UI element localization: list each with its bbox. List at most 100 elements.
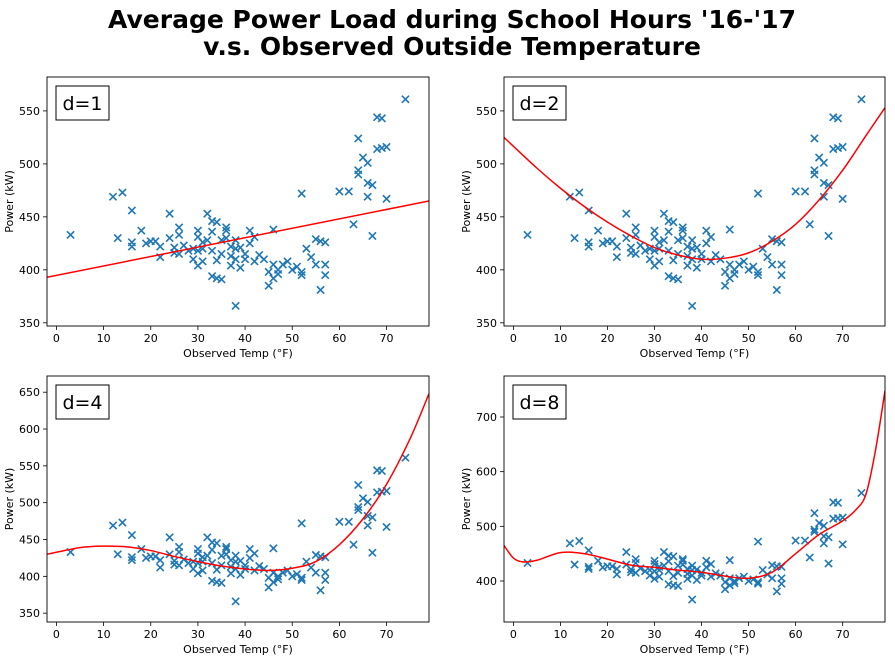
data-point: [231, 564, 240, 574]
data-point: [231, 301, 240, 311]
panel-label-box: [55, 85, 110, 121]
x-tick-label: 70: [836, 332, 850, 345]
data-point: [207, 576, 217, 585]
data-point: [824, 231, 833, 241]
data-point: [833, 114, 843, 123]
x-tick-label: 60: [789, 332, 803, 345]
data-point: [622, 209, 631, 218]
data-point: [824, 533, 833, 542]
data-point: [687, 595, 697, 604]
data-point: [565, 539, 575, 548]
y-tick-label: 400: [476, 575, 497, 588]
data-point: [259, 564, 269, 574]
x-tick-label: 10: [553, 332, 567, 345]
data-point: [753, 189, 763, 198]
data-point: [706, 232, 716, 242]
x-tick-label: 50: [742, 332, 756, 345]
data-point: [767, 260, 777, 269]
data-point: [273, 575, 283, 584]
x-tick-label: 20: [144, 628, 158, 641]
data-point: [363, 158, 372, 167]
data-point: [203, 236, 212, 245]
data-point: [316, 285, 325, 295]
data-point: [659, 236, 669, 245]
data-point: [217, 551, 226, 560]
figure-title-line-2: v.s. Observed Outside Temperature: [203, 32, 701, 61]
data-point: [650, 574, 659, 583]
data-point: [720, 281, 730, 290]
panel-label: d=1: [62, 93, 102, 115]
y-tick-label: 550: [19, 105, 40, 118]
data-point: [118, 188, 127, 197]
data-point: [198, 238, 207, 247]
data-point: [297, 267, 306, 277]
data-point: [368, 180, 377, 190]
data-point: [321, 568, 330, 577]
x-tick-label: 50: [285, 628, 299, 641]
data-point: [363, 521, 372, 530]
data-point: [702, 226, 711, 235]
data-point: [141, 239, 151, 248]
data-point: [791, 187, 800, 196]
x-tick-label: 40: [238, 628, 252, 641]
fit-curve: [47, 200, 429, 278]
y-tick-label: 700: [476, 411, 497, 424]
data-point: [207, 246, 217, 255]
data-point: [217, 249, 226, 259]
data-point: [207, 545, 217, 554]
x-tick-label: 60: [332, 628, 346, 641]
data-point: [226, 261, 236, 270]
data-point: [108, 192, 118, 201]
data-point: [810, 170, 819, 179]
data-point: [193, 544, 203, 554]
y-tick-label: 350: [19, 317, 40, 330]
data-point: [321, 575, 330, 585]
data-point: [137, 226, 146, 235]
data-point: [141, 553, 151, 563]
data-point: [354, 480, 363, 490]
data-point: [283, 257, 292, 266]
data-point: [349, 220, 358, 229]
data-point: [730, 269, 739, 279]
data-point: [819, 158, 829, 167]
panel-label: d=8: [519, 392, 559, 414]
data-point: [730, 576, 739, 586]
y-tick-label: 450: [19, 211, 40, 224]
data-point: [655, 238, 664, 247]
scatter-series: [66, 95, 410, 311]
x-tick-label: 70: [380, 332, 394, 345]
data-point: [584, 242, 593, 251]
panel-label: d=4: [62, 392, 102, 414]
data-point: [838, 194, 847, 204]
data-point: [311, 568, 320, 577]
data-point: [259, 255, 269, 264]
data-point: [288, 265, 297, 275]
data-point: [659, 209, 669, 218]
data-point: [575, 188, 584, 197]
data-point: [814, 518, 824, 528]
data-point: [673, 581, 683, 591]
data-point: [273, 269, 283, 279]
data-point: [678, 554, 687, 564]
x-tick-label: 30: [191, 332, 205, 345]
data-point: [203, 551, 212, 560]
data-point: [570, 560, 579, 569]
axes-frame: [46, 375, 430, 623]
data-point: [349, 540, 358, 549]
y-tick-label: 350: [476, 317, 497, 330]
data-point: [127, 555, 137, 565]
data-point: [838, 540, 847, 549]
data-point: [368, 548, 377, 557]
data-point: [236, 243, 245, 252]
x-tick-label: 10: [553, 628, 567, 641]
subplot-4: 0 10 20 30 40 50 60 70 400 500 600 700 Observed Temp…: [460, 375, 886, 656]
data-point: [236, 570, 245, 580]
data-point: [631, 249, 640, 259]
x-tick-label: 40: [695, 628, 709, 641]
x-tick-label: 30: [191, 628, 205, 641]
data-point: [240, 255, 250, 264]
y-tick-label: 400: [19, 264, 40, 277]
data-point: [264, 281, 273, 290]
axes-frame: [503, 375, 886, 623]
data-point: [217, 275, 226, 284]
